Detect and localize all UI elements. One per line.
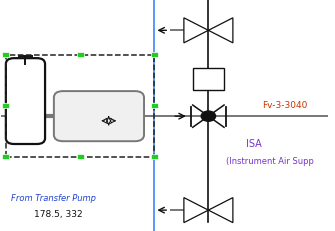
Text: From Transfer Pump: From Transfer Pump bbox=[11, 193, 96, 202]
Bar bbox=[151, 53, 158, 58]
FancyBboxPatch shape bbox=[6, 59, 45, 144]
Bar bbox=[151, 155, 158, 160]
Bar bbox=[2, 104, 9, 109]
Bar bbox=[2, 155, 9, 160]
Bar bbox=[77, 155, 84, 160]
FancyBboxPatch shape bbox=[54, 92, 144, 142]
Text: 178.5, 332: 178.5, 332 bbox=[34, 209, 82, 218]
Text: Fv-3-3040: Fv-3-3040 bbox=[262, 101, 308, 109]
Text: (Instrument Air Supp: (Instrument Air Supp bbox=[226, 156, 314, 165]
Polygon shape bbox=[184, 198, 208, 223]
Polygon shape bbox=[208, 19, 233, 44]
Polygon shape bbox=[184, 19, 208, 44]
Circle shape bbox=[201, 112, 215, 122]
Bar bbox=[193, 69, 224, 91]
Bar bbox=[77, 53, 84, 58]
Bar bbox=[2, 53, 9, 58]
Bar bbox=[6, 55, 154, 157]
Text: ISA: ISA bbox=[246, 138, 262, 148]
Bar bbox=[151, 104, 158, 109]
Polygon shape bbox=[208, 198, 233, 223]
